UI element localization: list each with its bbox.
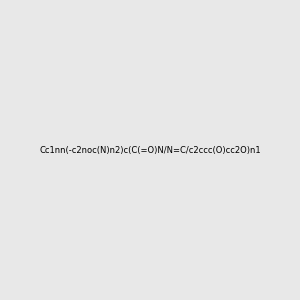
Text: Cc1nn(-c2noc(N)n2)c(C(=O)N/N=C/c2ccc(O)cc2O)n1: Cc1nn(-c2noc(N)n2)c(C(=O)N/N=C/c2ccc(O)c… — [39, 146, 261, 154]
